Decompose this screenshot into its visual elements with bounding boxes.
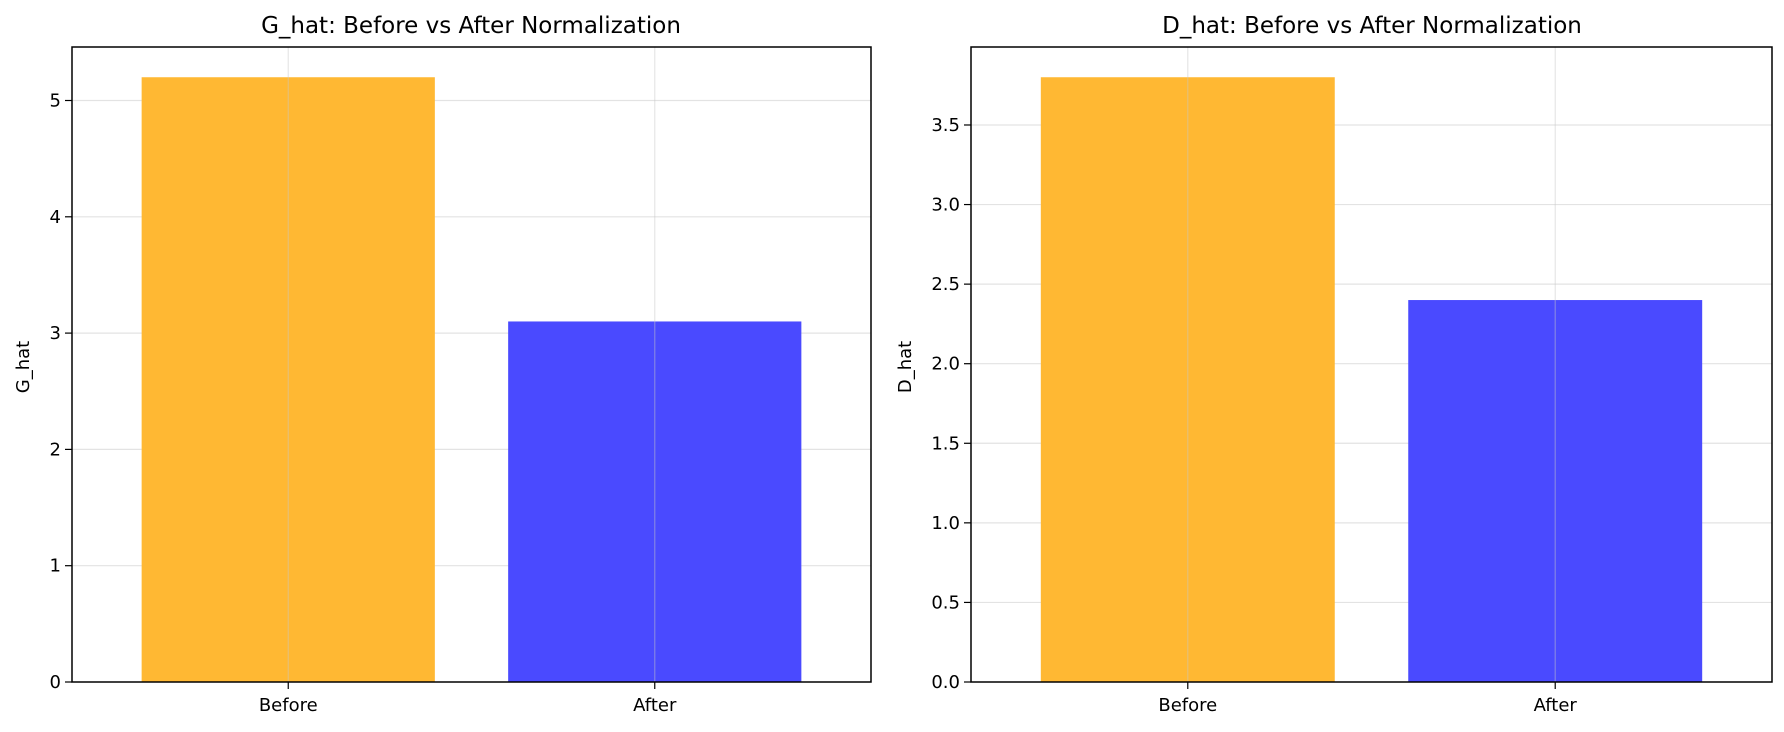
y-tick-label: 5 xyxy=(50,90,61,111)
y-tick-label: 2 xyxy=(50,439,61,460)
y-tick-label: 1.5 xyxy=(931,433,960,454)
y-tick-label: 0.5 xyxy=(931,592,960,613)
y-axis-label: D_hat xyxy=(895,341,916,393)
x-tick-label: Before xyxy=(259,695,318,716)
x-ticks: Before After xyxy=(259,682,677,716)
bars xyxy=(1040,77,1703,682)
plot-frame xyxy=(71,46,872,683)
x-ticks: Before After xyxy=(1158,682,1577,716)
bars xyxy=(141,77,802,682)
vertical-gridlines xyxy=(287,47,656,682)
y-tick-label: 4 xyxy=(50,207,61,228)
x-tick-label: After xyxy=(1534,695,1578,716)
x-tick-label: Before xyxy=(1158,695,1217,716)
chart-d-hat: D_hat: Before vs After Normalization D_h… xyxy=(895,13,1773,716)
bar-before xyxy=(141,77,435,682)
y-axis-label: G_hat xyxy=(13,341,34,393)
chart-title: D_hat: Before vs After Normalization xyxy=(1162,13,1582,39)
y-tick-label: 0.0 xyxy=(931,672,960,693)
y-tick-label: 3.0 xyxy=(931,195,960,216)
y-tick-label: 1.0 xyxy=(931,513,960,534)
y-tick-label: 0 xyxy=(50,672,61,693)
bar-before xyxy=(1040,77,1335,682)
y-tick-label: 1 xyxy=(50,556,61,577)
bar-after xyxy=(508,321,802,682)
chart-title: G_hat: Before vs After Normalization xyxy=(261,13,681,39)
y-tick-label: 2.5 xyxy=(931,274,960,295)
chart-g-hat: G_hat: Before vs After Normalization G_h… xyxy=(13,13,872,716)
x-tick-label: After xyxy=(633,695,677,716)
y-ticks: 0 1 2 3 4 5 xyxy=(50,90,72,693)
y-tick-label: 3.5 xyxy=(931,115,960,136)
plot-frame xyxy=(970,46,1773,683)
y-tick-label: 2.0 xyxy=(931,354,960,375)
bar-after xyxy=(1408,300,1703,682)
y-ticks: 0.0 0.5 1.0 1.5 2.0 2.5 3.0 3.5 xyxy=(931,115,971,693)
vertical-gridlines xyxy=(1187,47,1556,682)
y-tick-label: 3 xyxy=(50,323,61,344)
